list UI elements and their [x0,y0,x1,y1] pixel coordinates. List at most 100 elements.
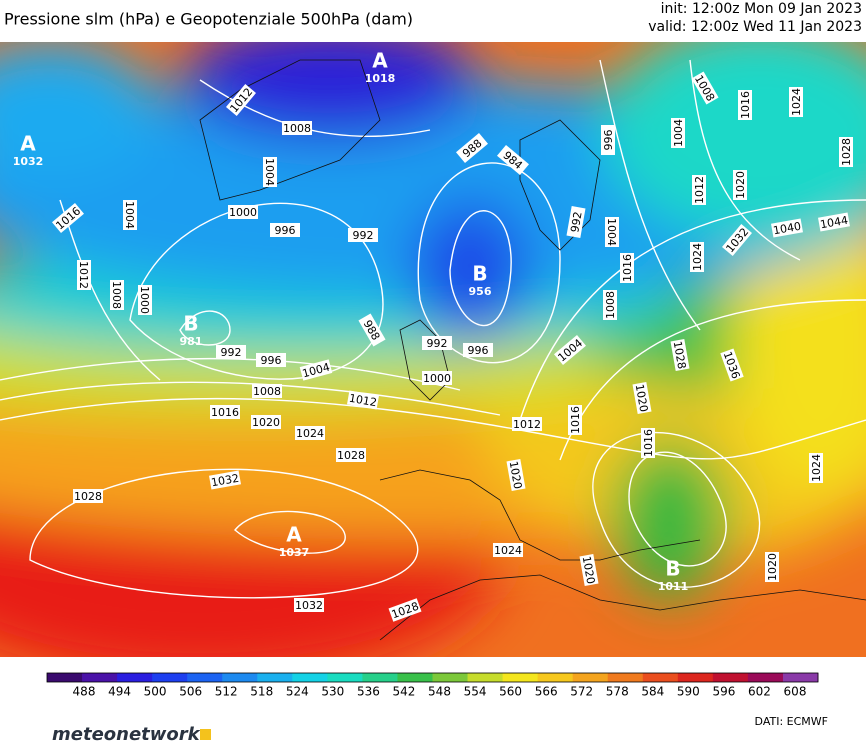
colorbar-segment [362,673,375,682]
isobar-label-box [225,84,257,116]
isobar-label-group: 1016 [568,405,582,435]
center-value: 1018 [365,72,396,85]
isobar-label: 1012 [348,392,378,410]
isobar-label-group: 1004 [263,157,277,187]
isobar-label-group: 1008 [110,280,124,310]
colorbar-tick-label: 542 [392,685,415,699]
colorbar-tick-label: 584 [641,685,664,699]
isobar-label-group: 1000 [422,371,452,385]
colorbar-segment [642,673,655,682]
isobar-label-group: 1016 [738,90,752,120]
isobar-label-group: 1020 [251,415,281,429]
isobar-label: 1024 [691,243,704,271]
colorbar-segment [222,673,235,682]
isobar-label-group: 1032 [294,598,324,612]
isobar-label-group: 1008 [252,384,282,398]
brand-logo: meteonetwork [52,724,201,744]
isobar-label: 1004 [263,158,276,186]
center-value: 1011 [658,580,689,593]
isobar-label: 1016 [621,254,634,282]
isobar-label: 1024 [494,544,522,557]
isobar-label-box [506,459,526,491]
colorbar-tick-label: 578 [606,685,629,699]
colorbar-segment [712,673,726,682]
valid-time: valid: 12:00z Wed 11 Jan 2023 [648,19,862,35]
isobar-label-box [603,290,617,320]
colorbar-segment [93,673,106,682]
isobar-label-group: 1008 [603,290,617,320]
isobar-label-box [348,228,378,242]
colorbar-tick-label: 572 [570,685,593,699]
colorbar-tick-label: 506 [179,685,202,699]
isobar-label-group: 1020 [579,554,599,586]
isobar-label: 1020 [766,553,779,581]
colorbar-segment [631,673,644,682]
isobar-label: 1020 [507,460,525,490]
isobar-label-group: 1016 [210,405,240,419]
colorbar-segment [175,673,188,682]
isobar-label-box [73,489,103,503]
isobar-label-box [282,121,312,135]
isobar-label-box [336,448,366,462]
isobar-label-box [632,382,652,414]
isobar-label: 1012 [693,176,706,204]
isobar-label-box [620,253,634,283]
init-time: init: 12:00z Mon 09 Jan 2023 [661,1,862,17]
center-value: 981 [180,335,203,348]
isobar-label-group: 992 [348,228,378,242]
isobar-label: 1020 [580,555,598,585]
colorbar-segment [701,673,714,682]
isobar-label-group: 1000 [228,205,258,219]
colorbar-segment [327,673,340,682]
colorbar-tick-label: 548 [428,685,451,699]
isobar-label-box [690,242,704,272]
isobar-label-group: 1016 [641,428,655,458]
colorbar-segment [280,673,293,682]
isobar-label: 1020 [633,383,651,413]
isobar-label-group: 1024 [809,453,823,483]
isobar-label-box [605,217,619,247]
isobar-label: 1044 [819,214,849,232]
isobar-label: 1000 [423,372,451,385]
isobar-label: 1028 [337,449,365,462]
isobar-label-box [720,348,744,382]
colorbar-tick-label: 488 [73,685,96,699]
colorbar-segment [82,673,95,682]
colorbar-segment [47,673,60,682]
isobar-label-box [294,598,324,612]
isobar-label: 992 [221,346,242,359]
isobar-label: 1024 [810,454,823,482]
isobar-label-box [123,200,137,230]
isobar-label-group: 992 [216,345,246,359]
colorbar-tick-label: 554 [464,685,487,699]
center-letter: A [20,132,36,156]
isobar-label-group: 1012 [77,260,91,290]
colorbar-segment [654,673,667,682]
colorbar-segment [187,673,200,682]
isobar-label-group: 1012 [512,417,542,431]
colorbar-segment [105,673,118,682]
isobar-label-box [210,405,240,419]
isobar-label-group: 1024 [789,87,803,117]
map-title: Pressione slm (hPa) e Geopotenziale 500h… [4,10,413,29]
colorbar-segment [525,673,539,682]
center-letter: B [183,312,198,336]
isobar-label-group: 1032 [209,470,241,490]
isobar-label: 1016 [569,406,582,434]
isobar-label-group: 1020 [506,459,526,491]
isobar-label: 1000 [138,286,151,314]
isobar-label: 992 [353,229,374,242]
colorbar-tick-label: 590 [677,685,700,699]
colorbar-segment [268,673,282,682]
colorbar-segment [58,673,71,682]
isobar-label-group: 1008 [282,121,312,135]
isobar-label-box [765,552,779,582]
colorbar-segment [385,673,398,682]
colorbar-segment [245,673,258,682]
isobar-label: 992 [427,337,448,350]
isobar-label-group: 1012 [692,175,706,205]
colorbar-segment [689,673,702,682]
colorbar-tick-label: 518 [250,685,273,699]
colorbar-tick-label: 608 [784,685,807,699]
isobar-label: 996 [602,130,615,151]
